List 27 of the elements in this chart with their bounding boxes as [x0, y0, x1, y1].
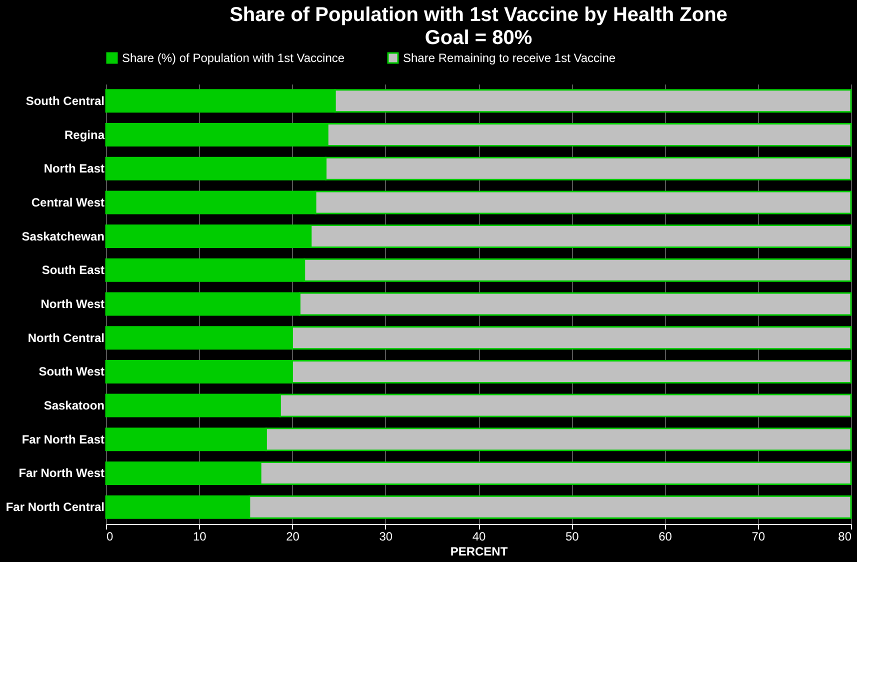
chart-title: Share of Population with 1st Vaccine by Health Zone [230, 4, 728, 26]
y-tick-label: North East [44, 162, 104, 176]
y-tick-label: North Central [28, 330, 104, 345]
x-tick-label: 70 [752, 530, 766, 544]
x-tick-label: 20 [286, 530, 300, 544]
y-tick-label: North West [40, 297, 104, 311]
y-tick-label: Saskatchewan [22, 229, 104, 244]
legend-label: Share Remaining to receive 1st Vaccine [403, 51, 616, 65]
x-tick-label: 50 [565, 530, 580, 544]
y-tick-label: South East [42, 263, 105, 278]
chart-subtitle: Goal = 80% [424, 27, 532, 49]
y-tick-label: Far North East [22, 432, 104, 446]
y-tick-label: Regina [64, 128, 105, 142]
x-tick-label: 30 [379, 530, 393, 544]
legend-label: Share (%) of Population with 1st Vaccince [122, 51, 345, 65]
y-tick-label: South West [38, 364, 104, 379]
y-tick-label: Far North Central [6, 500, 104, 514]
x-tick-label: 0 [106, 530, 114, 544]
x-tick-label: 10 [192, 530, 207, 544]
x-tick-label: 60 [658, 530, 672, 544]
y-tick-label: Central West [31, 195, 104, 210]
x-axis-title: PERCENT [450, 544, 508, 558]
y-tick-label: Far North West [18, 466, 104, 480]
y-tick-label: South Central [26, 94, 104, 108]
x-tick-label: 40 [472, 530, 486, 544]
x-tick-label: 80 [838, 530, 852, 544]
y-tick-label: Saskatoon [44, 398, 104, 413]
